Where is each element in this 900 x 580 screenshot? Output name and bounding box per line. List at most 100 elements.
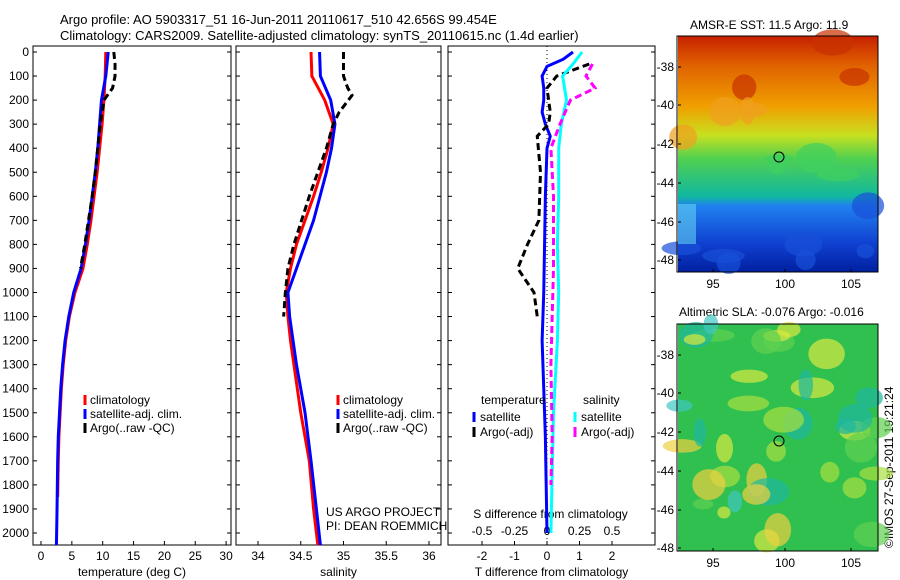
depth-tick-label: 1800 bbox=[2, 478, 29, 492]
panel-3: -2 -1 0 1 2 T difference from climatology -0.5… bbox=[447, 45, 656, 579]
lat-tick-label: -38 bbox=[657, 348, 675, 362]
argo-location-marker bbox=[773, 151, 785, 163]
sla-map-title: Altimetric SLA: -0.076 Argo: -0.016 bbox=[679, 305, 864, 319]
x-axis-label: T difference from climatology bbox=[475, 565, 629, 579]
legend-label: satellite bbox=[480, 410, 521, 424]
map-patch bbox=[795, 142, 837, 173]
depth-tick-label: 1600 bbox=[2, 430, 29, 444]
x-tick-label: 1 bbox=[576, 549, 583, 563]
map-patch bbox=[817, 168, 860, 182]
lon-tick-label: 100 bbox=[775, 556, 795, 570]
lat-tick-label: -40 bbox=[657, 98, 675, 112]
depth-tick-label: 1300 bbox=[2, 358, 29, 372]
legend-label: satellite bbox=[581, 410, 622, 424]
lat-tick-label: -44 bbox=[657, 176, 675, 190]
depth-tick-label: 700 bbox=[9, 213, 29, 227]
map-patch bbox=[856, 244, 875, 259]
map-patch bbox=[708, 96, 741, 127]
map-patch bbox=[732, 74, 757, 101]
depth-tick-label: 800 bbox=[9, 237, 29, 251]
map-patch bbox=[730, 369, 768, 383]
sst-map-title: AMSR-E SST: 11.5 Argo: 11.9 bbox=[690, 18, 849, 32]
lat-tick-label: -48 bbox=[657, 541, 675, 555]
depth-tick-label: 1000 bbox=[2, 286, 29, 300]
x-tick-label: 5 bbox=[69, 549, 76, 563]
map-patch bbox=[693, 418, 706, 447]
map-patch bbox=[811, 29, 854, 56]
x-tick-label: -2 bbox=[477, 549, 488, 563]
series-line-t-satellite bbox=[540, 50, 574, 534]
map-patch bbox=[784, 232, 823, 257]
lat-tick-label: -46 bbox=[657, 503, 675, 517]
depth-tick-label: 100 bbox=[9, 69, 29, 83]
x-tick-label: 30 bbox=[219, 549, 233, 563]
map-patch bbox=[669, 124, 698, 150]
x-tick-label: 25 bbox=[189, 549, 203, 563]
lat-tick-label: -38 bbox=[657, 60, 675, 74]
legend-header-temperature: temperature bbox=[481, 393, 546, 407]
series-line-climatology bbox=[284, 51, 335, 546]
panel-frame bbox=[235, 45, 442, 546]
map-frame bbox=[676, 323, 879, 552]
x-tick-label: 36 bbox=[422, 549, 436, 563]
map-patch bbox=[678, 204, 696, 244]
series-line-argo-raw-qc- bbox=[79, 51, 117, 269]
lon-tick-label: 100 bbox=[775, 277, 795, 291]
map-patch bbox=[820, 461, 840, 483]
x-tick-label: 20 bbox=[158, 549, 172, 563]
panel-frame bbox=[447, 45, 656, 546]
map-patch bbox=[661, 241, 702, 256]
lat-tick-label: -44 bbox=[657, 464, 675, 478]
series-line-satellite-adj-clim- bbox=[286, 51, 337, 546]
map-patch bbox=[853, 521, 890, 548]
title-line-1: Argo profile: AO 5903317_51 16-Jun-2011 … bbox=[60, 12, 497, 27]
series-line-s-argo-adj- bbox=[549, 63, 598, 485]
lon-tick-label: 95 bbox=[706, 556, 720, 570]
map-patch bbox=[859, 466, 893, 481]
depth-tick-label: 300 bbox=[9, 117, 29, 131]
depth-tick-label: 1400 bbox=[2, 382, 29, 396]
map-patch bbox=[795, 249, 816, 270]
legend-label: satellite-adj. clim. bbox=[343, 407, 435, 421]
x-tick-label: 35 bbox=[337, 549, 351, 563]
x-tick-label: 15 bbox=[127, 549, 141, 563]
lon-tick-label: 95 bbox=[706, 277, 720, 291]
argo-location-marker bbox=[773, 435, 785, 447]
map-patch bbox=[683, 334, 706, 345]
map-patch bbox=[839, 67, 870, 86]
lat-tick-label: -46 bbox=[657, 215, 675, 229]
x-tick-label: 0 bbox=[544, 549, 551, 563]
lon-tick-label: 105 bbox=[841, 277, 861, 291]
x-tick-label: -1 bbox=[509, 549, 520, 563]
series-line-t-argo-adj- bbox=[516, 62, 590, 317]
map-patch bbox=[837, 403, 873, 433]
lat-tick-label: -42 bbox=[657, 137, 675, 151]
map-patch bbox=[717, 506, 731, 519]
map-patch bbox=[808, 338, 845, 370]
map-patch bbox=[768, 154, 787, 175]
x-axis-label: temperature (deg C) bbox=[78, 565, 186, 579]
x-tick-label: 0 bbox=[38, 549, 45, 563]
depth-tick-label: 1900 bbox=[2, 502, 29, 516]
depth-tick-label: 2000 bbox=[2, 526, 29, 540]
depth-tick-label: 900 bbox=[9, 261, 29, 275]
depth-tick-label: 1200 bbox=[2, 334, 29, 348]
map-patch bbox=[727, 490, 743, 513]
depth-tick-label: 1500 bbox=[2, 406, 29, 420]
s-tick-label: 0.5 bbox=[604, 524, 621, 538]
depth-tick-label: 200 bbox=[9, 93, 29, 107]
map-patch bbox=[851, 192, 885, 220]
map-patch bbox=[692, 498, 714, 510]
legend-header-salinity: salinity bbox=[583, 393, 620, 407]
depth-tick-label: 400 bbox=[9, 141, 29, 155]
map-frame bbox=[676, 35, 879, 273]
s-tick-label: 0.25 bbox=[568, 524, 592, 538]
legend-label: satellite-adj. clim. bbox=[90, 407, 182, 421]
panel-2: 34 34.5 35 35.5 36 salinity climatologysatelli… bbox=[235, 45, 447, 579]
map-patch bbox=[742, 484, 771, 505]
lon-tick-label: 105 bbox=[841, 556, 861, 570]
legend-label: climatology bbox=[90, 393, 150, 407]
sla-map: -38 -40 -42 -44 -46 -48 95 100 105 bbox=[657, 314, 893, 570]
panel-1: 0100200300400500600700800900100011001200… bbox=[2, 45, 233, 579]
